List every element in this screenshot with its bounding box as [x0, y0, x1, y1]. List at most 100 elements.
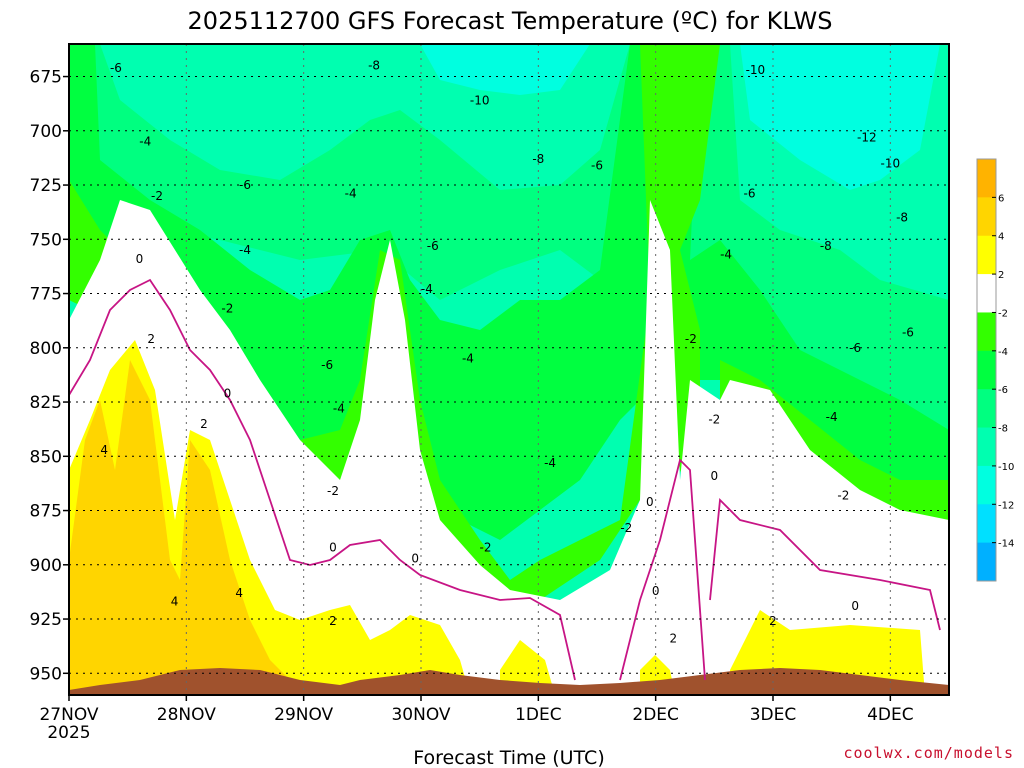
colorbar-label: -2: [998, 308, 1008, 319]
colorbar-label: -6: [998, 385, 1008, 396]
contour-label: 4: [100, 443, 108, 457]
colorbar-label: -8: [998, 424, 1008, 435]
contour-label: 4: [235, 586, 243, 600]
contour-label: -4: [462, 352, 474, 366]
contour-label: -6: [427, 239, 439, 253]
contour-label: -4: [239, 243, 251, 257]
contour-label: 2: [669, 632, 677, 646]
chart-title: 2025112700 GFS Forecast Temperature (ºC)…: [188, 7, 833, 35]
x-tick-label: 2DEC: [632, 705, 679, 725]
contour-label: -2: [620, 521, 632, 535]
contour-label: -4: [826, 410, 838, 424]
x-tick-label: 4DEC: [867, 705, 914, 725]
contour-label: 0: [711, 469, 719, 483]
colorbar: 6 4 2 -2 -4 -6 -8 -10 -12 -14: [976, 158, 1014, 582]
contour-label: -4: [720, 247, 732, 261]
contour-label: 0: [652, 584, 660, 598]
colorbar-swatch: [977, 274, 996, 313]
contour-label: -8: [532, 152, 544, 166]
colorbar-label: 6: [998, 193, 1004, 204]
very-cold-region: [420, 44, 940, 190]
contour-label: -6: [849, 341, 861, 355]
x-tick-label: 3DEC: [750, 705, 797, 725]
contour-label: -2: [221, 302, 233, 316]
y-tick-label: 925: [30, 610, 62, 630]
contour-label: -4: [333, 402, 345, 416]
ground-surface: [69, 668, 949, 695]
contour-label: -2: [327, 484, 339, 498]
contour-label: -4: [139, 135, 151, 149]
contour-label: 0: [411, 551, 419, 565]
contour-label: -10: [881, 156, 901, 170]
colorbar-label: 4: [998, 232, 1004, 243]
contour-label: -8: [896, 211, 908, 225]
contour-label: -6: [591, 159, 603, 173]
band-minus4-region: [69, 44, 949, 540]
near-zero-region: [69, 200, 949, 695]
colorbar-label: -10: [998, 462, 1014, 473]
y-tick-label: 875: [30, 502, 62, 522]
plot-area: [69, 44, 949, 695]
contour-label: 2: [147, 332, 155, 346]
contour-label: 4: [171, 595, 179, 609]
contour-labels: -6 -8 -10 -10 -12 -10 -8 -8 -8 -6 -6 -6 -6 -4 -6 -4 -6 -4…: [100, 59, 914, 646]
y-axis: 675 700 725 750 775 800 825 850 875 900 925 950: [30, 68, 949, 684]
colorbar-swatch: [977, 542, 996, 582]
contour-label: 2: [200, 417, 208, 431]
plot-frame: [68, 43, 950, 696]
y-tick-label: 775: [30, 285, 62, 305]
y-tick-label: 900: [30, 556, 62, 576]
contour-label: 0: [329, 540, 337, 554]
y-tick-label: 850: [30, 447, 62, 467]
x-axis: 27NOV 28NOV 29NOV 30NOV 1DEC 2DEC 3DEC 4DEC 2025: [39, 44, 914, 743]
contour-label: -6: [744, 187, 756, 201]
colorbar-label: -12: [998, 500, 1014, 511]
colorbar-swatch: [977, 235, 996, 275]
x-axis-year: 2025: [47, 723, 90, 743]
contour-label: -2: [151, 189, 163, 203]
contour-label: -6: [239, 178, 251, 192]
x-tick-label: 30NOV: [391, 705, 450, 725]
contour-label: -4: [345, 187, 357, 201]
contour-label: 0: [646, 495, 654, 509]
colorbar-swatch: [977, 159, 996, 198]
colorbar-swatch: [977, 197, 996, 237]
y-tick-label: 700: [30, 122, 62, 142]
colorbar-swatch: [977, 504, 996, 544]
zero-isotherm: [69, 278, 941, 681]
contour-label: -12: [857, 130, 877, 144]
contour-label: -6: [321, 358, 333, 372]
contour-label: -2: [837, 488, 849, 502]
colorbar-swatch: [977, 465, 996, 505]
y-tick-label: 825: [30, 393, 62, 413]
contour-label: -10: [746, 63, 766, 77]
x-tick-label: 27NOV: [39, 705, 98, 725]
warm-4-region: [69, 360, 300, 695]
contour-label: 2: [769, 614, 777, 628]
x-axis-title: Forecast Time (UTC): [413, 747, 604, 768]
source-credit[interactable]: coolwx.com/models: [843, 744, 1014, 762]
contour-label: 0: [136, 252, 144, 266]
x-tick-label: 29NOV: [274, 705, 333, 725]
contour-label: 0: [851, 599, 859, 613]
contour-label: 2: [329, 614, 337, 628]
colorbar-swatch: [977, 427, 996, 467]
y-tick-label: 800: [30, 339, 62, 359]
colorbar-frame: [976, 158, 997, 582]
colorbar-swatch: [977, 350, 996, 390]
colorbar-label: -14: [998, 539, 1014, 550]
contour-label: -8: [820, 239, 832, 253]
contour-label: 0: [224, 386, 232, 400]
contour-label: -2: [480, 540, 492, 554]
x-tick-label: 28NOV: [157, 705, 216, 725]
colorbar-label: 2: [998, 270, 1004, 281]
colorbar-swatch: [977, 389, 996, 429]
contour-label: -10: [470, 93, 490, 107]
contour-label: -6: [902, 326, 914, 340]
contour-label: -2: [708, 412, 720, 426]
y-tick-label: 750: [30, 230, 62, 250]
band-minus6-region: [69, 44, 949, 455]
y-tick-label: 725: [30, 176, 62, 196]
y-tick-label: 675: [30, 68, 62, 88]
